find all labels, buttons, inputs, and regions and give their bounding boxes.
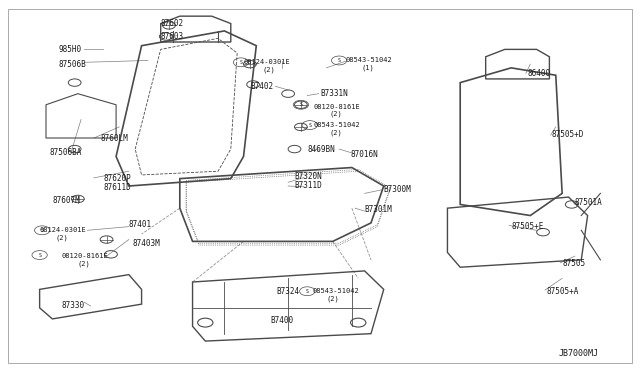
Text: B7402: B7402 (250, 82, 273, 91)
Text: S: S (306, 289, 308, 294)
Text: 8469BN: 8469BN (307, 145, 335, 154)
Text: 08124-0301E: 08124-0301E (40, 227, 86, 233)
Text: S: S (239, 60, 243, 65)
Text: S: S (300, 102, 302, 107)
Text: B7400: B7400 (270, 316, 293, 325)
Text: (1): (1) (362, 65, 374, 71)
Text: 87602: 87602 (161, 19, 184, 28)
Text: (2): (2) (330, 129, 342, 136)
Text: 87505+D: 87505+D (551, 130, 584, 139)
Text: 87620P: 87620P (103, 174, 131, 183)
Text: S: S (338, 58, 340, 63)
Text: S: S (38, 253, 41, 257)
Text: 87505+E: 87505+E (511, 222, 543, 231)
Text: B7301M: B7301M (365, 205, 392, 215)
Text: 87506BA: 87506BA (49, 148, 81, 157)
Text: B7331N: B7331N (320, 89, 348, 98)
Text: (2): (2) (326, 295, 339, 302)
Text: 985H0: 985H0 (59, 45, 82, 54)
Text: 08543-51042: 08543-51042 (312, 288, 359, 294)
Text: 8760LM: 8760LM (100, 134, 128, 142)
Text: B7320N: B7320N (294, 172, 323, 181)
Text: 08124-0301E: 08124-0301E (244, 59, 291, 65)
Text: 87016N: 87016N (351, 150, 378, 159)
Text: S: S (308, 123, 311, 128)
Text: (2): (2) (330, 111, 342, 117)
Text: 08120-8161E: 08120-8161E (314, 104, 360, 110)
Text: 87506B: 87506B (59, 60, 86, 69)
Text: 87505+A: 87505+A (546, 287, 579, 296)
Text: 08543-51042: 08543-51042 (346, 57, 392, 64)
Text: 08543-51042: 08543-51042 (314, 122, 360, 128)
Text: (2): (2) (78, 260, 91, 267)
Text: 86400: 86400 (527, 69, 550, 78)
Text: 87603: 87603 (161, 32, 184, 41)
Text: 87505: 87505 (562, 259, 585, 268)
Text: 87401: 87401 (129, 220, 152, 229)
Text: 87501A: 87501A (575, 198, 603, 207)
Text: (2): (2) (56, 234, 68, 241)
Text: B7324: B7324 (276, 287, 300, 296)
Text: 87403M: 87403M (132, 239, 160, 248)
Text: B7311D: B7311D (294, 182, 323, 190)
Text: 87607M: 87607M (52, 196, 80, 205)
Text: 87611D: 87611D (103, 183, 131, 192)
Text: S: S (41, 228, 44, 233)
Text: (2): (2) (262, 67, 275, 73)
Text: 87330: 87330 (62, 301, 85, 311)
Text: 08120-8161E: 08120-8161E (62, 253, 109, 259)
Text: JB7000MJ: JB7000MJ (559, 350, 599, 359)
Text: B7300M: B7300M (384, 185, 412, 194)
